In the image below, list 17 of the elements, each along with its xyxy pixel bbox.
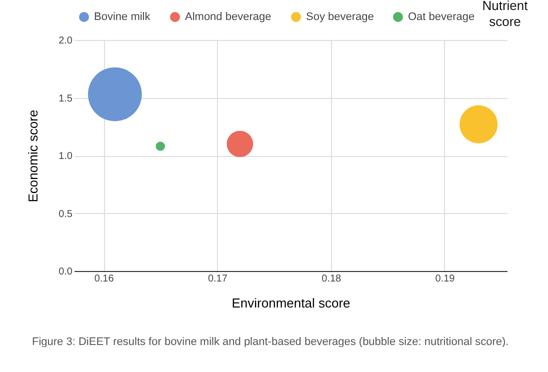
legend-label: Bovine milk [94, 11, 151, 23]
x-tick-label: 0.17 [208, 274, 228, 284]
x-axis-title: Environmental score [232, 296, 350, 310]
legend-label: Oat beverage [408, 11, 475, 23]
y-tick-label: 1.5 [58, 93, 73, 104]
legend-label: Almond beverage [185, 11, 272, 23]
y-axis-title: Economic score [26, 110, 41, 202]
y-tick-label: 0.0 [58, 266, 73, 278]
y-tick-label: 2.0 [58, 36, 73, 46]
x-tick-label: 0.16 [94, 274, 114, 284]
y-tick-label: 0.5 [58, 208, 73, 220]
y-tick-label: 1.0 [58, 151, 73, 162]
caption: Figure 3: DiEET results for bovine milk and plant-based beverages (bubble size: nutritional score). [32, 336, 509, 348]
x-tick-label: 0.18 [322, 274, 342, 284]
x-tick-label: 0.19 [435, 274, 456, 284]
text: Nutrient score [482, 0, 528, 29]
legend-label: Soy beverage [306, 11, 374, 23]
